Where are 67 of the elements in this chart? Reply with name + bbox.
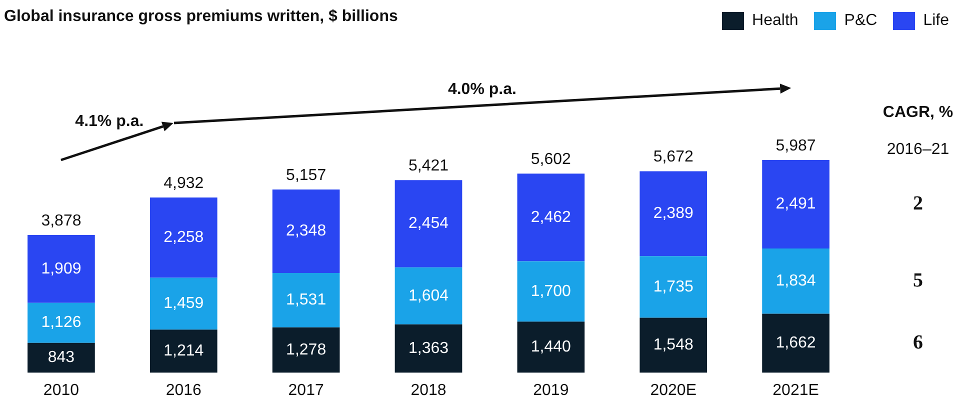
bar: [28, 302, 95, 343]
bar: [394, 324, 462, 373]
bar: [640, 318, 708, 373]
text: 2: [913, 192, 923, 216]
text: 2016–21: [886, 141, 950, 159]
x-tick-label: 2017: [288, 382, 324, 399]
data-label: 1,548: [653, 336, 694, 354]
text: 6: [913, 332, 923, 355]
x-tick-label: 2018: [410, 382, 446, 399]
legend-label: P&C: [844, 12, 878, 30]
data-label: 2,389: [653, 205, 694, 222]
total-label: 4,932: [164, 174, 204, 192]
total-label: 5,672: [653, 148, 694, 166]
data-label: 1,363: [408, 340, 449, 357]
bar: [640, 256, 708, 318]
data-label: 1,662: [776, 334, 816, 352]
data-label: 1,604: [408, 287, 449, 304]
data-label: 2,454: [408, 215, 449, 232]
x-tick-label: 2010: [43, 382, 80, 399]
data-label: 1,126: [41, 314, 82, 332]
bar: [28, 342, 95, 373]
data-label: 1,214: [164, 342, 204, 360]
data-label: 1,459: [164, 295, 204, 312]
text: 4.1% p.a.: [75, 112, 144, 130]
data-label: 1,440: [530, 338, 572, 356]
x-tick-label: 2019: [533, 382, 569, 399]
x-tick-label: 2020E: [650, 382, 696, 399]
data-label: 1,834: [776, 272, 816, 290]
total-label: 5,421: [408, 158, 449, 175]
legend-label: Health: [752, 12, 798, 30]
data-label: 843: [48, 349, 75, 366]
bar: [517, 261, 585, 322]
bar: [640, 171, 708, 256]
bar: [517, 322, 585, 373]
bar: [272, 327, 340, 373]
data-label: 1,278: [286, 341, 326, 358]
bar: [394, 267, 462, 324]
data-label: 1,909: [41, 260, 82, 278]
bar: [762, 160, 830, 249]
data-label: 2,348: [286, 222, 326, 240]
data-label: 1,531: [286, 292, 326, 309]
bar: [150, 198, 218, 278]
data-label: 1,700: [530, 282, 572, 300]
bar: [272, 190, 340, 273]
total-label: 5,987: [776, 137, 816, 154]
x-tick-label: 2016: [166, 382, 202, 399]
bar: [272, 272, 340, 328]
x-tick-label: 2021E: [772, 382, 819, 399]
text: CAGR, %: [882, 104, 954, 122]
chart-title: Global insurance gross premiums written, $ billions: [4, 8, 398, 26]
bar: [28, 234, 95, 303]
data-label: 1,735: [653, 278, 694, 296]
bar: [394, 180, 462, 268]
total-label: 5,157: [286, 166, 326, 184]
text: 4.0% p.a.: [448, 80, 516, 98]
bar: [762, 248, 830, 314]
bar: [150, 278, 218, 330]
bar: [517, 174, 585, 262]
text: 5: [913, 270, 923, 293]
legend-label: Life: [923, 12, 949, 30]
data-label: 2,491: [776, 196, 816, 213]
total-label: 3,878: [41, 212, 82, 230]
total-label: 5,602: [530, 151, 572, 168]
data-label: 2,462: [530, 208, 572, 226]
bar: [762, 314, 830, 373]
data-label: 2,258: [164, 229, 204, 246]
bar: [150, 330, 218, 373]
